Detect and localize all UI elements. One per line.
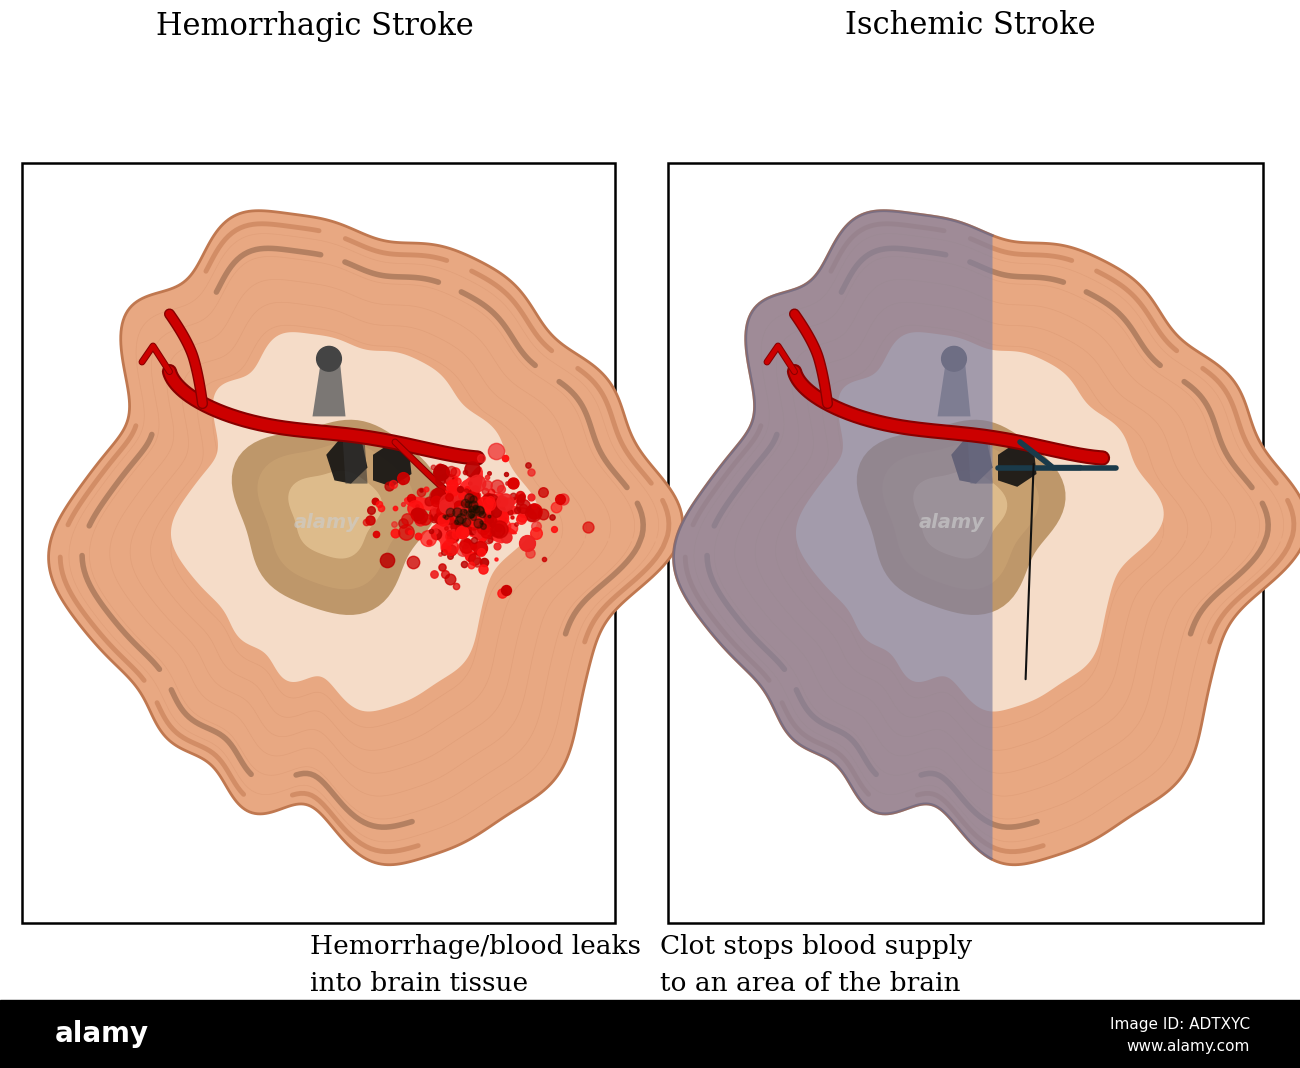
Polygon shape — [326, 436, 368, 484]
Polygon shape — [373, 442, 412, 487]
Text: www.alamy.com: www.alamy.com — [1127, 1038, 1251, 1053]
Bar — [22, 163, 615, 923]
Polygon shape — [937, 362, 971, 417]
Polygon shape — [914, 471, 1008, 559]
Text: Hemorrhagic Stroke: Hemorrhagic Stroke — [156, 11, 474, 42]
Polygon shape — [883, 443, 1039, 590]
Text: alamy: alamy — [55, 1020, 150, 1048]
Polygon shape — [289, 471, 382, 559]
Polygon shape — [257, 443, 413, 590]
Circle shape — [317, 346, 342, 372]
Text: alamy: alamy — [918, 513, 984, 532]
Polygon shape — [48, 210, 683, 865]
Text: alamy: alamy — [294, 513, 359, 532]
Polygon shape — [172, 332, 538, 711]
Polygon shape — [673, 210, 992, 859]
Polygon shape — [998, 442, 1036, 487]
Polygon shape — [404, 467, 533, 552]
Text: Ischemic Stroke: Ischemic Stroke — [845, 11, 1096, 42]
Polygon shape — [967, 439, 992, 484]
Text: Clot stops blood supply
to an area of the brain: Clot stops blood supply to an area of th… — [660, 934, 972, 996]
Polygon shape — [312, 362, 346, 417]
Bar — [0, 1000, 1300, 1068]
Polygon shape — [343, 439, 368, 484]
Circle shape — [941, 346, 966, 372]
Polygon shape — [796, 332, 1164, 711]
Polygon shape — [231, 420, 441, 615]
Polygon shape — [952, 436, 992, 484]
Polygon shape — [673, 210, 1300, 865]
Text: Image ID: ADTXYC: Image ID: ADTXYC — [1110, 1017, 1251, 1032]
Text: Hemorrhage/blood leaks
into brain tissue: Hemorrhage/blood leaks into brain tissue — [309, 934, 641, 996]
Polygon shape — [857, 420, 1066, 615]
Bar — [668, 163, 1264, 923]
